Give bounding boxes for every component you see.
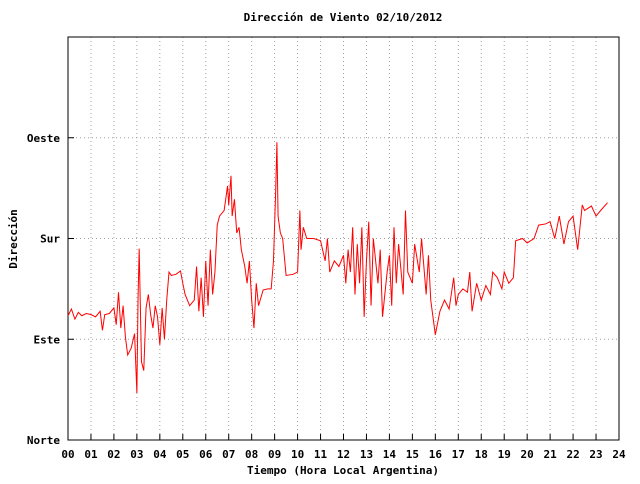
y-tick-label: Norte (27, 434, 60, 447)
x-tick-label: 19 (498, 448, 511, 461)
x-tick-label: 24 (612, 448, 626, 461)
plot-frame (67, 36, 620, 441)
x-tick-label: 22 (566, 448, 579, 461)
x-tick-label: 21 (544, 448, 558, 461)
x-tick-label: 08 (245, 448, 258, 461)
x-tick-label: 16 (429, 448, 443, 461)
x-tick-label: 14 (383, 448, 397, 461)
y-tick-label: Oeste (27, 132, 60, 145)
x-tick-label: 17 (452, 448, 465, 461)
y-tick-label: Este (34, 333, 61, 346)
x-tick-label: 03 (130, 448, 143, 461)
x-tick-label: 12 (337, 448, 350, 461)
data-line (67, 142, 608, 393)
x-tick-label: 09 (268, 448, 281, 461)
x-tick-label: 00 (61, 448, 74, 461)
x-tick-label: 15 (406, 448, 419, 461)
x-tick-label: 06 (199, 448, 213, 461)
x-tick-label: 10 (291, 448, 304, 461)
y-axis-label: Dirección (7, 209, 20, 269)
x-tick-label: 05 (176, 448, 189, 461)
x-tick-label: 13 (360, 448, 373, 461)
x-tick-label: 02 (107, 448, 120, 461)
chart-title: Dirección de Viento 02/10/2012 (244, 11, 443, 24)
x-tick-label: 11 (314, 448, 328, 461)
x-axis-label: Tiempo (Hora Local Argentina) (247, 464, 439, 477)
x-tick-label: 20 (521, 448, 534, 461)
x-tick-label: 04 (153, 448, 167, 461)
x-tick-label: 23 (589, 448, 602, 461)
y-tick-label: Sur (40, 233, 60, 246)
x-tick-label: 07 (222, 448, 235, 461)
x-tick-label: 18 (475, 448, 488, 461)
x-tick-label: 01 (84, 448, 98, 461)
